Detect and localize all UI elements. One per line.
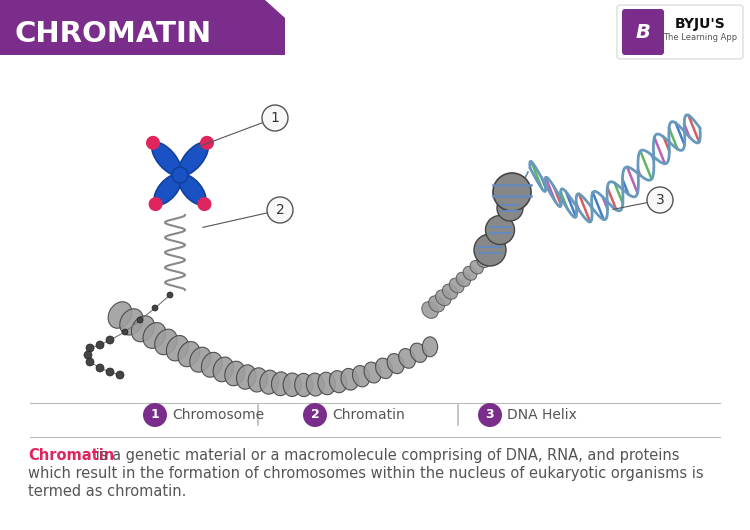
Circle shape [262,105,288,131]
Circle shape [148,197,163,211]
Ellipse shape [225,361,245,386]
Ellipse shape [387,354,404,374]
Ellipse shape [248,368,268,392]
Polygon shape [0,0,285,55]
Ellipse shape [272,372,290,396]
Text: The Learning App: The Learning App [663,33,737,42]
Circle shape [106,336,114,344]
Text: B: B [635,23,650,42]
Ellipse shape [120,309,143,335]
Circle shape [143,403,167,427]
Ellipse shape [260,370,279,394]
Ellipse shape [318,372,335,395]
Ellipse shape [470,260,483,274]
Ellipse shape [464,267,477,280]
Ellipse shape [436,290,451,306]
Ellipse shape [152,143,181,175]
Ellipse shape [341,368,358,390]
Circle shape [152,305,158,311]
Ellipse shape [449,278,464,293]
Circle shape [146,136,160,150]
Text: CHROMATIN: CHROMATIN [14,20,211,48]
Ellipse shape [456,272,470,287]
Text: 2: 2 [310,409,320,421]
FancyBboxPatch shape [622,9,664,55]
Circle shape [497,195,523,221]
Ellipse shape [213,357,233,382]
Text: Chromatin: Chromatin [332,408,405,422]
Ellipse shape [283,373,302,396]
Ellipse shape [179,143,208,175]
Text: which result in the formation of chromosomes within the nucleus of eukaryotic or: which result in the formation of chromos… [28,466,703,481]
Text: is a genetic material or a macromolecule comprising of DNA, RNA, and proteins: is a genetic material or a macromolecule… [91,448,680,463]
Ellipse shape [154,329,177,355]
Text: 1: 1 [151,409,159,421]
Circle shape [647,187,673,213]
Circle shape [485,216,514,244]
Text: DNA Helix: DNA Helix [507,408,577,422]
Ellipse shape [190,347,211,372]
Circle shape [267,197,293,223]
Ellipse shape [131,316,154,342]
Circle shape [96,364,104,372]
Ellipse shape [329,370,347,393]
Ellipse shape [178,341,200,367]
Text: 3: 3 [486,409,494,421]
Circle shape [106,368,114,376]
Text: 2: 2 [276,203,284,217]
Circle shape [167,292,173,298]
Text: 1: 1 [271,111,280,125]
Ellipse shape [143,323,166,348]
Ellipse shape [484,248,496,262]
Ellipse shape [202,352,222,377]
Ellipse shape [422,337,438,357]
Ellipse shape [154,174,182,205]
FancyBboxPatch shape [617,5,743,59]
Circle shape [197,197,211,211]
Ellipse shape [422,302,438,319]
Ellipse shape [442,284,458,299]
Ellipse shape [108,302,132,328]
Ellipse shape [399,349,416,368]
Circle shape [86,344,94,352]
Circle shape [84,351,92,359]
Circle shape [86,358,94,366]
Circle shape [116,371,124,379]
Circle shape [493,173,531,211]
Ellipse shape [364,362,381,383]
Text: 3: 3 [656,193,664,207]
Text: BYJU'S: BYJU'S [675,17,725,31]
Ellipse shape [236,365,256,389]
Circle shape [474,234,506,266]
Ellipse shape [306,373,324,396]
Ellipse shape [352,366,370,387]
Ellipse shape [410,343,427,363]
Ellipse shape [295,374,313,396]
Ellipse shape [166,335,188,361]
Circle shape [96,341,104,349]
Ellipse shape [376,358,392,378]
Circle shape [122,329,128,335]
Circle shape [478,403,502,427]
Ellipse shape [477,254,490,268]
Circle shape [303,403,327,427]
Text: termed as chromatin.: termed as chromatin. [28,484,186,499]
Circle shape [200,136,214,150]
Circle shape [137,317,143,323]
Circle shape [172,167,188,183]
Ellipse shape [429,296,445,312]
Text: Chromatin: Chromatin [28,448,114,463]
Ellipse shape [178,174,206,205]
Text: Chromosome: Chromosome [172,408,264,422]
